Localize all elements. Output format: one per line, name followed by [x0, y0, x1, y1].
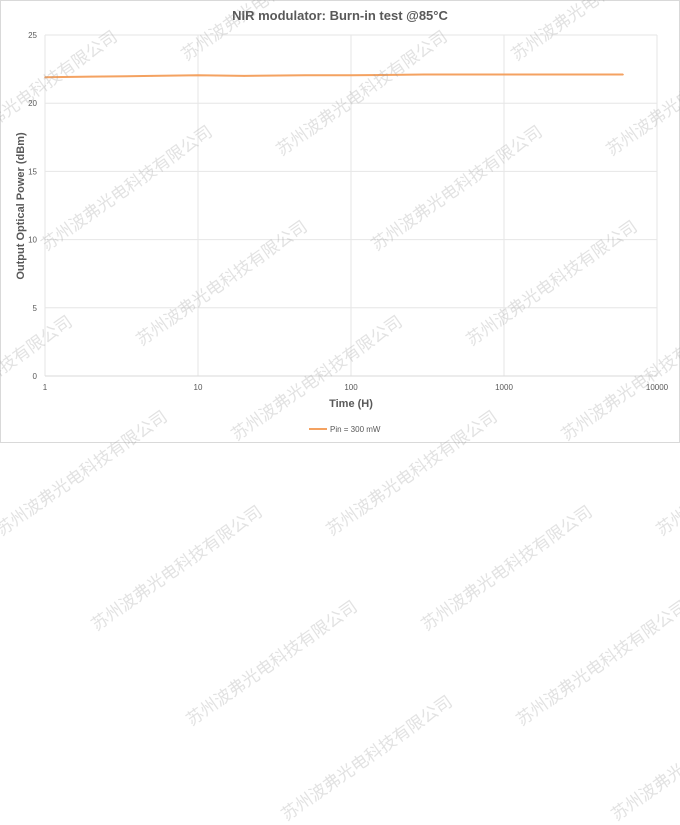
y-axis-label: Output Optical Power (dBm) [15, 132, 27, 280]
x-axis-label: Time (H) [329, 398, 373, 410]
watermark: 苏州波弗光电科技有限公司 [417, 502, 597, 636]
data-point [197, 74, 199, 77]
data-point [243, 75, 245, 77]
data-point [44, 76, 46, 79]
chart-title: NIR modulator: Burn-in test @85°C [232, 8, 448, 23]
y-tick-label: 25 [28, 31, 37, 40]
watermark: 苏州波弗光电科技有限公司 [512, 597, 680, 731]
data-point [622, 73, 624, 76]
data-point [151, 75, 153, 77]
legend: Pin = 300 mW [309, 425, 381, 434]
y-tick-label: 10 [28, 236, 37, 245]
watermark: 苏州波弗光电科技有限公司 [87, 502, 267, 636]
x-tick-label: 10 [194, 383, 203, 392]
watermark: 苏州波弗光电科技有限公司 [182, 597, 362, 731]
watermark: 苏州波弗光电科技有限公司 [277, 692, 457, 825]
axes: 0 5 10 15 20 25 1 10 100 1000 10000 [28, 31, 669, 392]
x-tick-label: 100 [344, 383, 358, 392]
y-tick-label: 0 [33, 372, 38, 381]
x-tick-label: 10000 [646, 383, 669, 392]
grid [44, 34, 658, 377]
y-tick-label: 5 [33, 304, 38, 313]
series [44, 73, 624, 79]
series-line [44, 73, 624, 79]
data-point [304, 74, 306, 77]
x-tick-label: 1 [43, 383, 48, 392]
data-point [576, 73, 578, 76]
watermark: 苏州波弗光电科技有限公司 [607, 692, 680, 825]
data-point [90, 75, 92, 78]
y-tick-label: 15 [28, 167, 37, 176]
data-point [350, 74, 352, 77]
data-point [503, 73, 505, 76]
data-point [423, 73, 425, 76]
y-tick-label: 20 [28, 99, 37, 108]
x-tick-label: 1000 [495, 383, 513, 392]
legend-label: Pin = 300 mW [330, 425, 381, 434]
chart: 0 5 10 15 20 25 1 10 100 1000 10000 NIR modulator:… [15, 8, 669, 434]
